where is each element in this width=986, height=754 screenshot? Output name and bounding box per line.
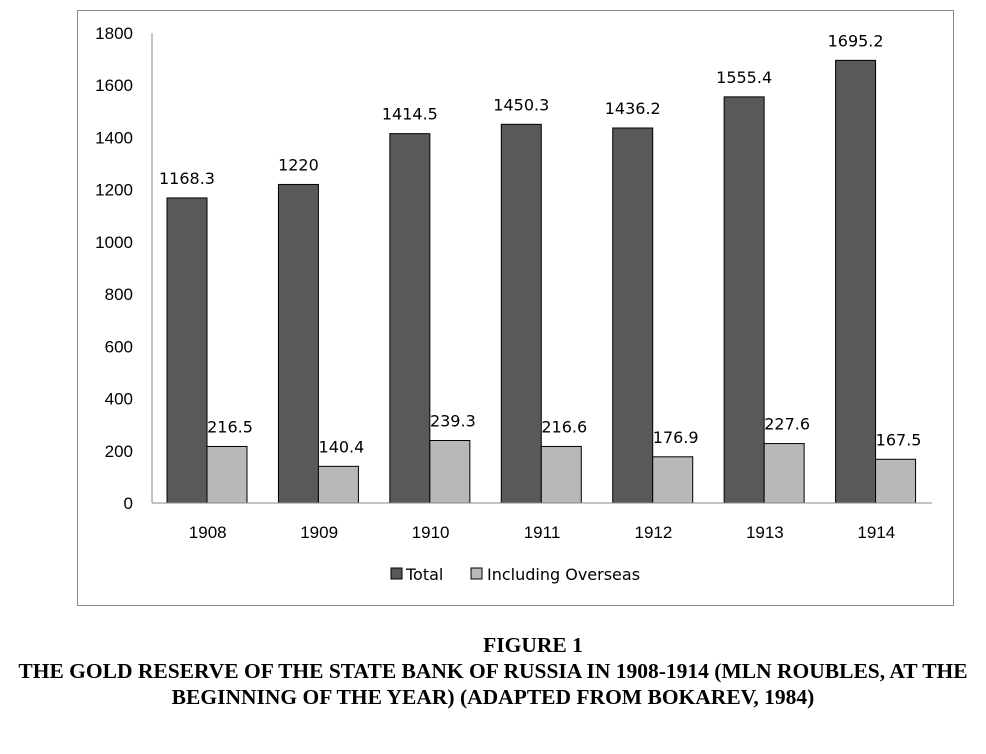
axes <box>151 33 932 504</box>
bar-overseas-1908 <box>206 445 248 504</box>
y-tick-label: 800 <box>105 285 133 304</box>
y-tick-label: 1200 <box>95 181 133 200</box>
data-label: 176.9 <box>653 428 699 447</box>
data-label: 239.3 <box>430 412 476 431</box>
y-tick-label: 400 <box>105 390 133 409</box>
data-label: 1414.5 <box>382 105 438 124</box>
x-tick-label: 1914 <box>857 523 895 542</box>
data-label: 227.6 <box>764 415 810 434</box>
bar-overseas-1912 <box>652 456 694 504</box>
bar-total-1910 <box>389 133 431 504</box>
x-tick-label: 1909 <box>300 523 338 542</box>
y-tick-label: 1800 <box>95 24 133 43</box>
bar-overseas-1910 <box>429 440 471 504</box>
data-label: 1450.3 <box>493 95 549 114</box>
legend-swatch-total <box>390 567 403 580</box>
y-tick-label: 0 <box>124 494 133 513</box>
x-tick-label: 1908 <box>189 523 227 542</box>
legend-label: Total <box>405 565 443 584</box>
legend-label: Including Overseas <box>487 565 640 584</box>
x-axis-ticks: 1908 1909 1910 1911 1912 1913 1914 <box>189 523 895 542</box>
x-tick-label: 1912 <box>635 523 673 542</box>
figure-caption-text: THE GOLD RESERVE OF THE STATE BANK OF RU… <box>18 659 968 709</box>
data-label: 1436.2 <box>605 99 661 118</box>
data-label: 1695.2 <box>828 31 884 50</box>
data-label: 167.5 <box>876 430 922 449</box>
bar-overseas-1914 <box>875 458 917 504</box>
x-tick-label: 1911 <box>524 523 561 542</box>
data-label: 216.6 <box>541 417 587 436</box>
legend: Total Including Overseas <box>390 565 640 584</box>
y-axis-ticks: 0 200 400 600 800 1000 1200 1400 1600 1800 <box>95 24 133 513</box>
figure-label: FIGURE 1 <box>483 633 583 657</box>
bar-total-1908 <box>166 197 208 504</box>
bar-overseas-1909 <box>317 465 359 504</box>
y-tick-label: 1600 <box>95 76 133 95</box>
y-tick-label: 1400 <box>95 128 133 147</box>
figure-caption: FIGURE 1 THE GOLD RESERVE OF THE STATE B… <box>0 632 986 710</box>
bar-total-1912 <box>612 127 654 504</box>
bar-overseas-1911 <box>540 445 582 504</box>
legend-swatch-overseas <box>470 567 483 580</box>
bar-total-1913 <box>723 96 765 504</box>
y-tick-label: 1000 <box>95 233 133 252</box>
data-label: 1220 <box>278 155 319 174</box>
data-label: 140.4 <box>319 437 365 456</box>
data-label: 1555.4 <box>716 68 772 87</box>
data-label: 216.5 <box>207 417 253 436</box>
bars <box>166 59 917 504</box>
data-labels: 1168.3 1220 1414.5 1450.3 1436.2 1555.4 1695.2… <box>159 31 921 456</box>
bar-total-1911 <box>500 123 542 504</box>
bar-total-1909 <box>277 183 319 504</box>
x-tick-label: 1913 <box>746 523 784 542</box>
x-tick-label: 1910 <box>412 523 450 542</box>
data-label: 1168.3 <box>159 169 215 188</box>
bar-overseas-1913 <box>763 443 805 504</box>
bar-total-1914 <box>835 59 877 504</box>
y-tick-label: 200 <box>105 442 133 461</box>
y-tick-label: 600 <box>105 337 133 356</box>
